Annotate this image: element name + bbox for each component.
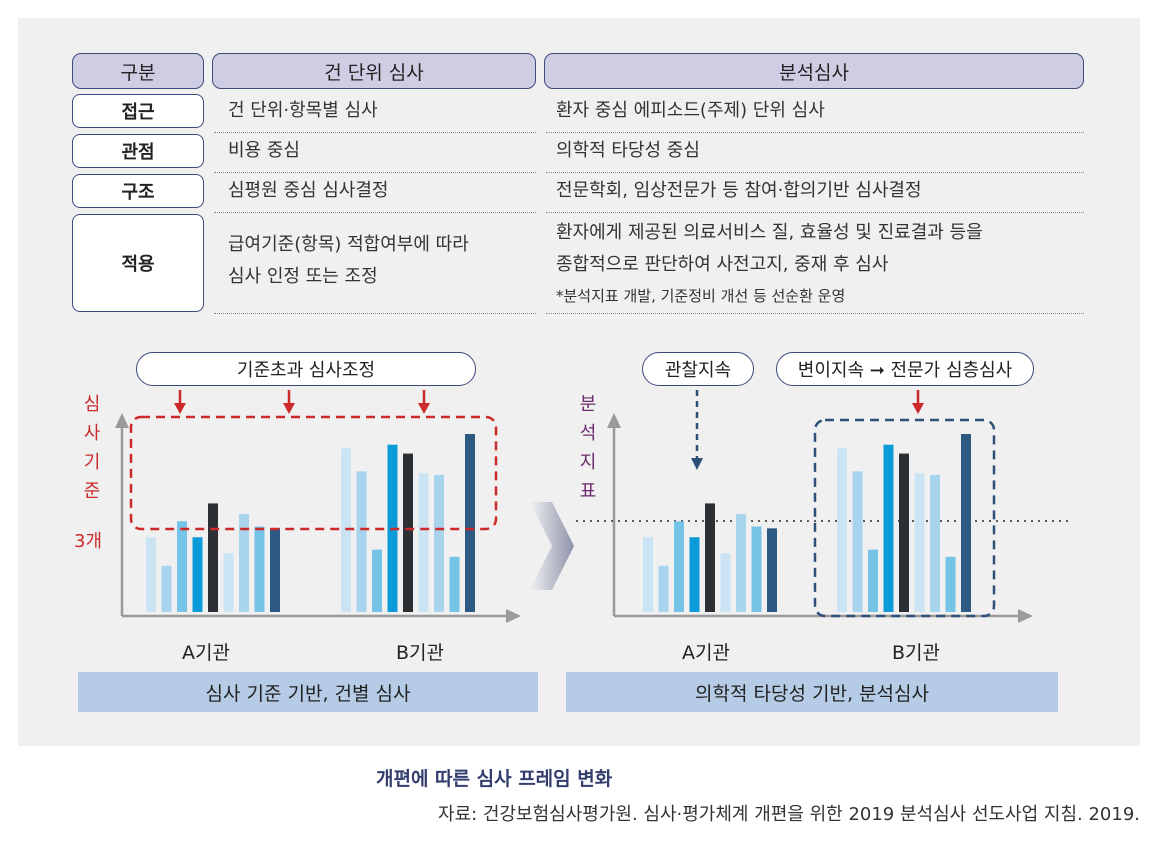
bar-a-7 bbox=[239, 514, 249, 612]
cell-approach-case: 건 단위·항목별 심사 bbox=[228, 100, 378, 121]
bar-b-5 bbox=[899, 453, 909, 612]
bar-a-1 bbox=[643, 537, 653, 612]
bar-b-1 bbox=[837, 448, 847, 612]
header-case-review: 건 단위 심사 bbox=[212, 53, 536, 89]
right-y-axis-label: 분 석 지 표 bbox=[579, 394, 597, 502]
left-bars bbox=[146, 434, 475, 612]
left-y-axis-arrowhead bbox=[115, 413, 129, 428]
bar-b-8 bbox=[449, 556, 460, 612]
cell-application-analysis-line1: 환자에게 제공된 의료서비스 질, 효율성 및 진료결과 등을 bbox=[556, 222, 983, 243]
monitor-down-arrowhead bbox=[691, 458, 703, 470]
callout-monitor: 관찰지속 bbox=[642, 352, 754, 386]
left-threshold-exceed-box bbox=[129, 415, 498, 531]
row-divider bbox=[546, 132, 1084, 133]
right-footer-bar: 의학적 타당성 기반, 분석심사 bbox=[566, 672, 1058, 712]
right-bars bbox=[643, 434, 971, 612]
red-down-arrowhead bbox=[418, 403, 430, 414]
cell-structure-case: 심평원 중심 심사결정 bbox=[228, 180, 389, 201]
bar-b-5 bbox=[403, 453, 413, 612]
row-divider bbox=[214, 132, 536, 133]
bar-a-3 bbox=[674, 521, 684, 612]
bar-a-2 bbox=[161, 565, 172, 612]
cell-structure-analysis: 전문학회, 임상전문가 등 참여·합의기반 심사결정 bbox=[556, 180, 922, 201]
bar-b-3 bbox=[868, 549, 878, 612]
cell-perspective-case: 비용 중심 bbox=[228, 140, 300, 161]
cell-application-analysis-line2: 종합적으로 판단하여 사전고지, 중재 후 심사 bbox=[556, 254, 889, 275]
bar-a-9 bbox=[767, 528, 777, 612]
bar-b-7 bbox=[434, 474, 444, 612]
figure-source: 자료: 건강보험심사평가원. 심사·평가체계 개편을 위한 2019 분석심사 … bbox=[438, 804, 1140, 825]
row-divider bbox=[546, 212, 1084, 213]
bar-a-5 bbox=[208, 503, 218, 612]
bar-a-8 bbox=[751, 526, 762, 612]
row-divider bbox=[546, 313, 1084, 314]
bar-a-4 bbox=[689, 537, 700, 612]
left-group-a-label: A기관 bbox=[182, 642, 230, 664]
row-divider bbox=[214, 212, 536, 213]
bar-a-6 bbox=[223, 553, 234, 612]
header-category: 구분 bbox=[72, 53, 204, 89]
right-group-b-label: B기관 bbox=[892, 642, 940, 664]
row-label-perspective: 관점 bbox=[72, 134, 204, 168]
bar-a-3 bbox=[177, 521, 187, 612]
bar-a-5 bbox=[705, 503, 715, 612]
bar-a-2 bbox=[658, 565, 669, 612]
cell-application-case-line2: 심사 인정 또는 조정 bbox=[228, 266, 378, 287]
left-axes bbox=[115, 413, 521, 623]
left-y-axis-label: 심 사 기 준 bbox=[83, 394, 101, 502]
bar-b-9 bbox=[961, 434, 971, 612]
bar-a-6 bbox=[720, 553, 731, 612]
left-footer-bar: 심사 기준 기반, 건별 심사 bbox=[78, 672, 538, 712]
callout-deep-review: 변이지속 ➞ 전문가 심층심사 bbox=[776, 352, 1034, 386]
figure-caption: 개편에 따른 심사 프레임 변화 bbox=[376, 768, 613, 790]
left-red-arrows bbox=[174, 390, 430, 414]
row-label-application: 적용 bbox=[72, 214, 204, 312]
red-down-arrowhead bbox=[283, 403, 295, 414]
right-group-a-label: A기관 bbox=[682, 642, 730, 664]
bar-b-2 bbox=[852, 471, 863, 612]
row-divider bbox=[214, 172, 536, 173]
left-x-axis-arrowhead bbox=[506, 609, 521, 623]
cell-approach-analysis: 환자 중심 에피소드(주제) 단위 심사 bbox=[556, 100, 825, 121]
bar-b-9 bbox=[465, 434, 475, 612]
bar-a-7 bbox=[736, 514, 746, 612]
bar-b-8 bbox=[945, 556, 956, 612]
right-arrows bbox=[691, 390, 924, 470]
bar-a-9 bbox=[270, 528, 280, 612]
right-deep-review-box bbox=[813, 418, 996, 618]
bar-b-4 bbox=[883, 444, 894, 612]
threshold-label: 3개 bbox=[74, 531, 103, 552]
row-divider bbox=[546, 172, 1084, 173]
bar-b-2 bbox=[356, 471, 367, 612]
bar-a-1 bbox=[146, 537, 156, 612]
cell-perspective-analysis: 의학적 타당성 중심 bbox=[556, 140, 700, 161]
bar-b-7 bbox=[930, 474, 940, 612]
right-y-axis-arrowhead bbox=[607, 413, 621, 428]
bar-b-3 bbox=[372, 549, 382, 612]
bar-a-8 bbox=[254, 526, 265, 612]
left-group-b-label: B기관 bbox=[396, 642, 444, 664]
row-label-structure: 구조 bbox=[72, 174, 204, 208]
bar-a-4 bbox=[192, 537, 203, 612]
cell-application-analysis-note: *분석지표 개발, 기준정비 개선 등 선순환 운영 bbox=[556, 287, 846, 305]
row-divider bbox=[214, 313, 536, 314]
callout-threshold-exceed: 기준초과 심사조정 bbox=[136, 352, 476, 386]
deep-review-red-arrowhead bbox=[912, 403, 924, 414]
right-x-axis-arrowhead bbox=[1018, 609, 1033, 623]
header-analysis-review: 분석심사 bbox=[544, 53, 1084, 89]
bar-b-6 bbox=[914, 473, 925, 612]
cell-application-case-line1: 급여기준(항목) 적합여부에 따라 bbox=[228, 234, 469, 255]
transition-arrow bbox=[530, 502, 574, 590]
row-label-approach: 접근 bbox=[72, 94, 204, 128]
bar-b-6 bbox=[418, 473, 429, 612]
red-down-arrowhead bbox=[174, 403, 186, 414]
